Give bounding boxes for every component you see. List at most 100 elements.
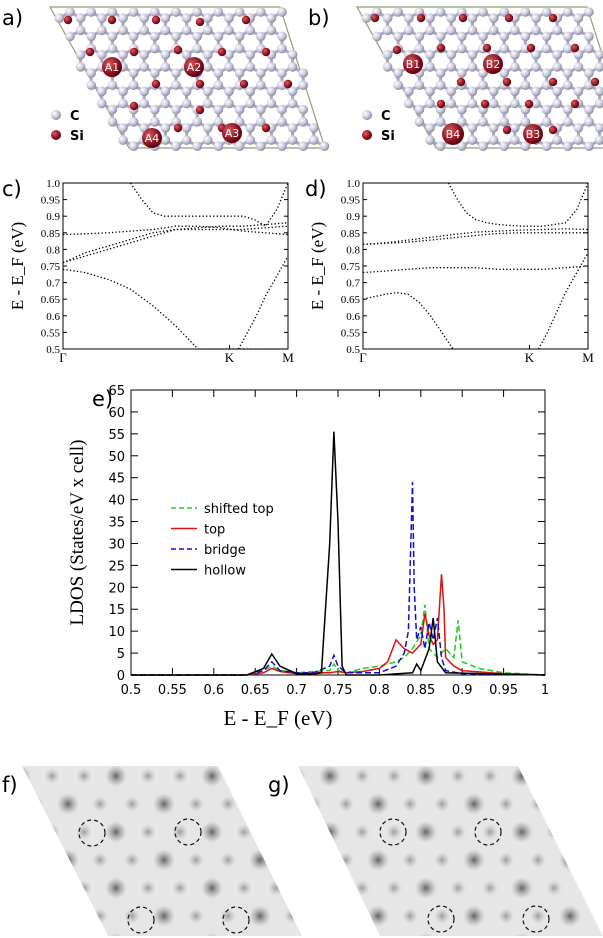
stm-spot bbox=[434, 796, 450, 812]
carbon-atom bbox=[594, 135, 603, 145]
carbon-atom bbox=[224, 62, 234, 72]
carbon-atom bbox=[552, 98, 562, 109]
carbon-atom bbox=[181, 25, 192, 36]
carbon-atom bbox=[171, 104, 181, 115]
stm-spot bbox=[226, 768, 242, 784]
stm-spot bbox=[22, 821, 31, 843]
y-tick-label: 35 bbox=[108, 516, 125, 531]
carbon-atom bbox=[520, 80, 531, 90]
site-label: B1 bbox=[406, 58, 421, 71]
stm-spot bbox=[367, 905, 389, 927]
carbon-atom bbox=[393, 31, 404, 42]
stm-spot bbox=[530, 796, 546, 812]
carbon-atom bbox=[435, 7, 446, 17]
stm-spot bbox=[298, 880, 306, 896]
panel-g-letter: g) bbox=[268, 773, 290, 797]
ldos-chart: 0 5 10 15 20 25 30 35 40 45 50 55 60 65 0.5 0.55 0.6 0.65… bbox=[67, 384, 549, 730]
carbon-atom bbox=[499, 117, 510, 127]
carbon-atom bbox=[541, 104, 552, 115]
stm-spot bbox=[242, 796, 258, 812]
unit-cell-outline bbox=[355, 6, 603, 149]
labeled-silicon-atom bbox=[142, 128, 162, 148]
ldos-series-line bbox=[131, 574, 546, 676]
site-label: B4 bbox=[446, 128, 461, 141]
carbon-atom bbox=[192, 117, 202, 127]
carbon-atom bbox=[531, 98, 541, 109]
carbon-atom bbox=[309, 135, 319, 145]
carbon-atom bbox=[467, 135, 478, 145]
carbon-atom bbox=[181, 123, 192, 133]
silicon-atom bbox=[548, 13, 558, 23]
carbon-atom bbox=[298, 104, 309, 115]
stm-spot bbox=[201, 766, 223, 787]
carbon-atom bbox=[499, 31, 510, 42]
carbon-atom bbox=[425, 135, 435, 145]
x-tick-label: M bbox=[582, 350, 594, 365]
stm-spot bbox=[498, 796, 514, 812]
y-tick-label: 45 bbox=[108, 472, 125, 487]
stm-spot bbox=[298, 824, 306, 840]
carbon-atom bbox=[255, 141, 266, 151]
carbon-atom bbox=[160, 25, 171, 36]
carbon-atom bbox=[425, 86, 435, 97]
y-tick-label: 55 bbox=[108, 428, 125, 443]
carbon-atom bbox=[128, 68, 139, 78]
stm-spot bbox=[268, 824, 284, 840]
y-tick-label: 0.85 bbox=[341, 228, 361, 240]
stm-spot bbox=[306, 852, 322, 868]
legend-label: bridge bbox=[204, 543, 246, 558]
legend-c-a: C bbox=[70, 109, 80, 124]
labeled-silicon-atom bbox=[222, 123, 242, 143]
stm-spot bbox=[482, 824, 498, 840]
site-marker bbox=[222, 906, 250, 934]
carbon-atom bbox=[234, 68, 245, 78]
carbon-atom bbox=[457, 43, 467, 54]
silicon-atom bbox=[63, 15, 73, 25]
y-tick-label: 0.8 bbox=[346, 244, 360, 256]
carbon-atom bbox=[382, 49, 393, 60]
carbon-legend-icon bbox=[362, 110, 372, 120]
carbon-atom bbox=[234, 7, 245, 17]
carbon-atom bbox=[107, 7, 118, 17]
stm-spot bbox=[594, 796, 603, 812]
carbon-atom bbox=[541, 43, 552, 54]
carbon-atom bbox=[446, 25, 457, 36]
stm-spot bbox=[511, 821, 533, 843]
site-marker bbox=[522, 905, 550, 933]
y-tick-label: 0.75 bbox=[341, 261, 361, 273]
stm-spot bbox=[367, 849, 389, 871]
carbon-atom bbox=[150, 7, 160, 17]
x-tick-label: 0.8 bbox=[369, 683, 390, 698]
silicon-legend-icon bbox=[362, 130, 372, 140]
y-tick-label: 0.95 bbox=[41, 195, 61, 207]
carbon-legend-icon bbox=[51, 110, 61, 120]
silicon-atom bbox=[436, 99, 446, 109]
y-tick-label: 0.5 bbox=[346, 344, 360, 356]
x-tick-label: 0.75 bbox=[324, 683, 353, 698]
band-line bbox=[537, 252, 589, 350]
x-tick-label: K bbox=[225, 350, 235, 365]
stm-spot bbox=[249, 849, 271, 871]
silicon-atom bbox=[239, 79, 249, 89]
x-tick-label: 0.7 bbox=[286, 683, 307, 698]
carbon-atom bbox=[107, 80, 118, 90]
carbon-atom bbox=[446, 86, 457, 97]
silicon-atom bbox=[261, 123, 271, 133]
carbon-atom bbox=[298, 80, 309, 90]
stm-spot bbox=[172, 768, 188, 784]
stm-spot bbox=[578, 880, 594, 896]
site-marker bbox=[427, 905, 455, 933]
carbon-atom bbox=[118, 86, 128, 97]
stm-spot bbox=[105, 877, 127, 899]
carbon-atom bbox=[393, 7, 404, 17]
silicon-atom bbox=[85, 47, 95, 57]
carbon-atom bbox=[203, 13, 213, 23]
carbon-atom bbox=[75, 62, 86, 72]
carbon-atom bbox=[86, 31, 96, 42]
carbon-atom bbox=[65, 7, 75, 17]
carbon-atom bbox=[425, 13, 435, 23]
carbon-atom bbox=[541, 141, 552, 151]
carbon-atom bbox=[287, 62, 298, 72]
carbon-atom bbox=[457, 104, 467, 115]
